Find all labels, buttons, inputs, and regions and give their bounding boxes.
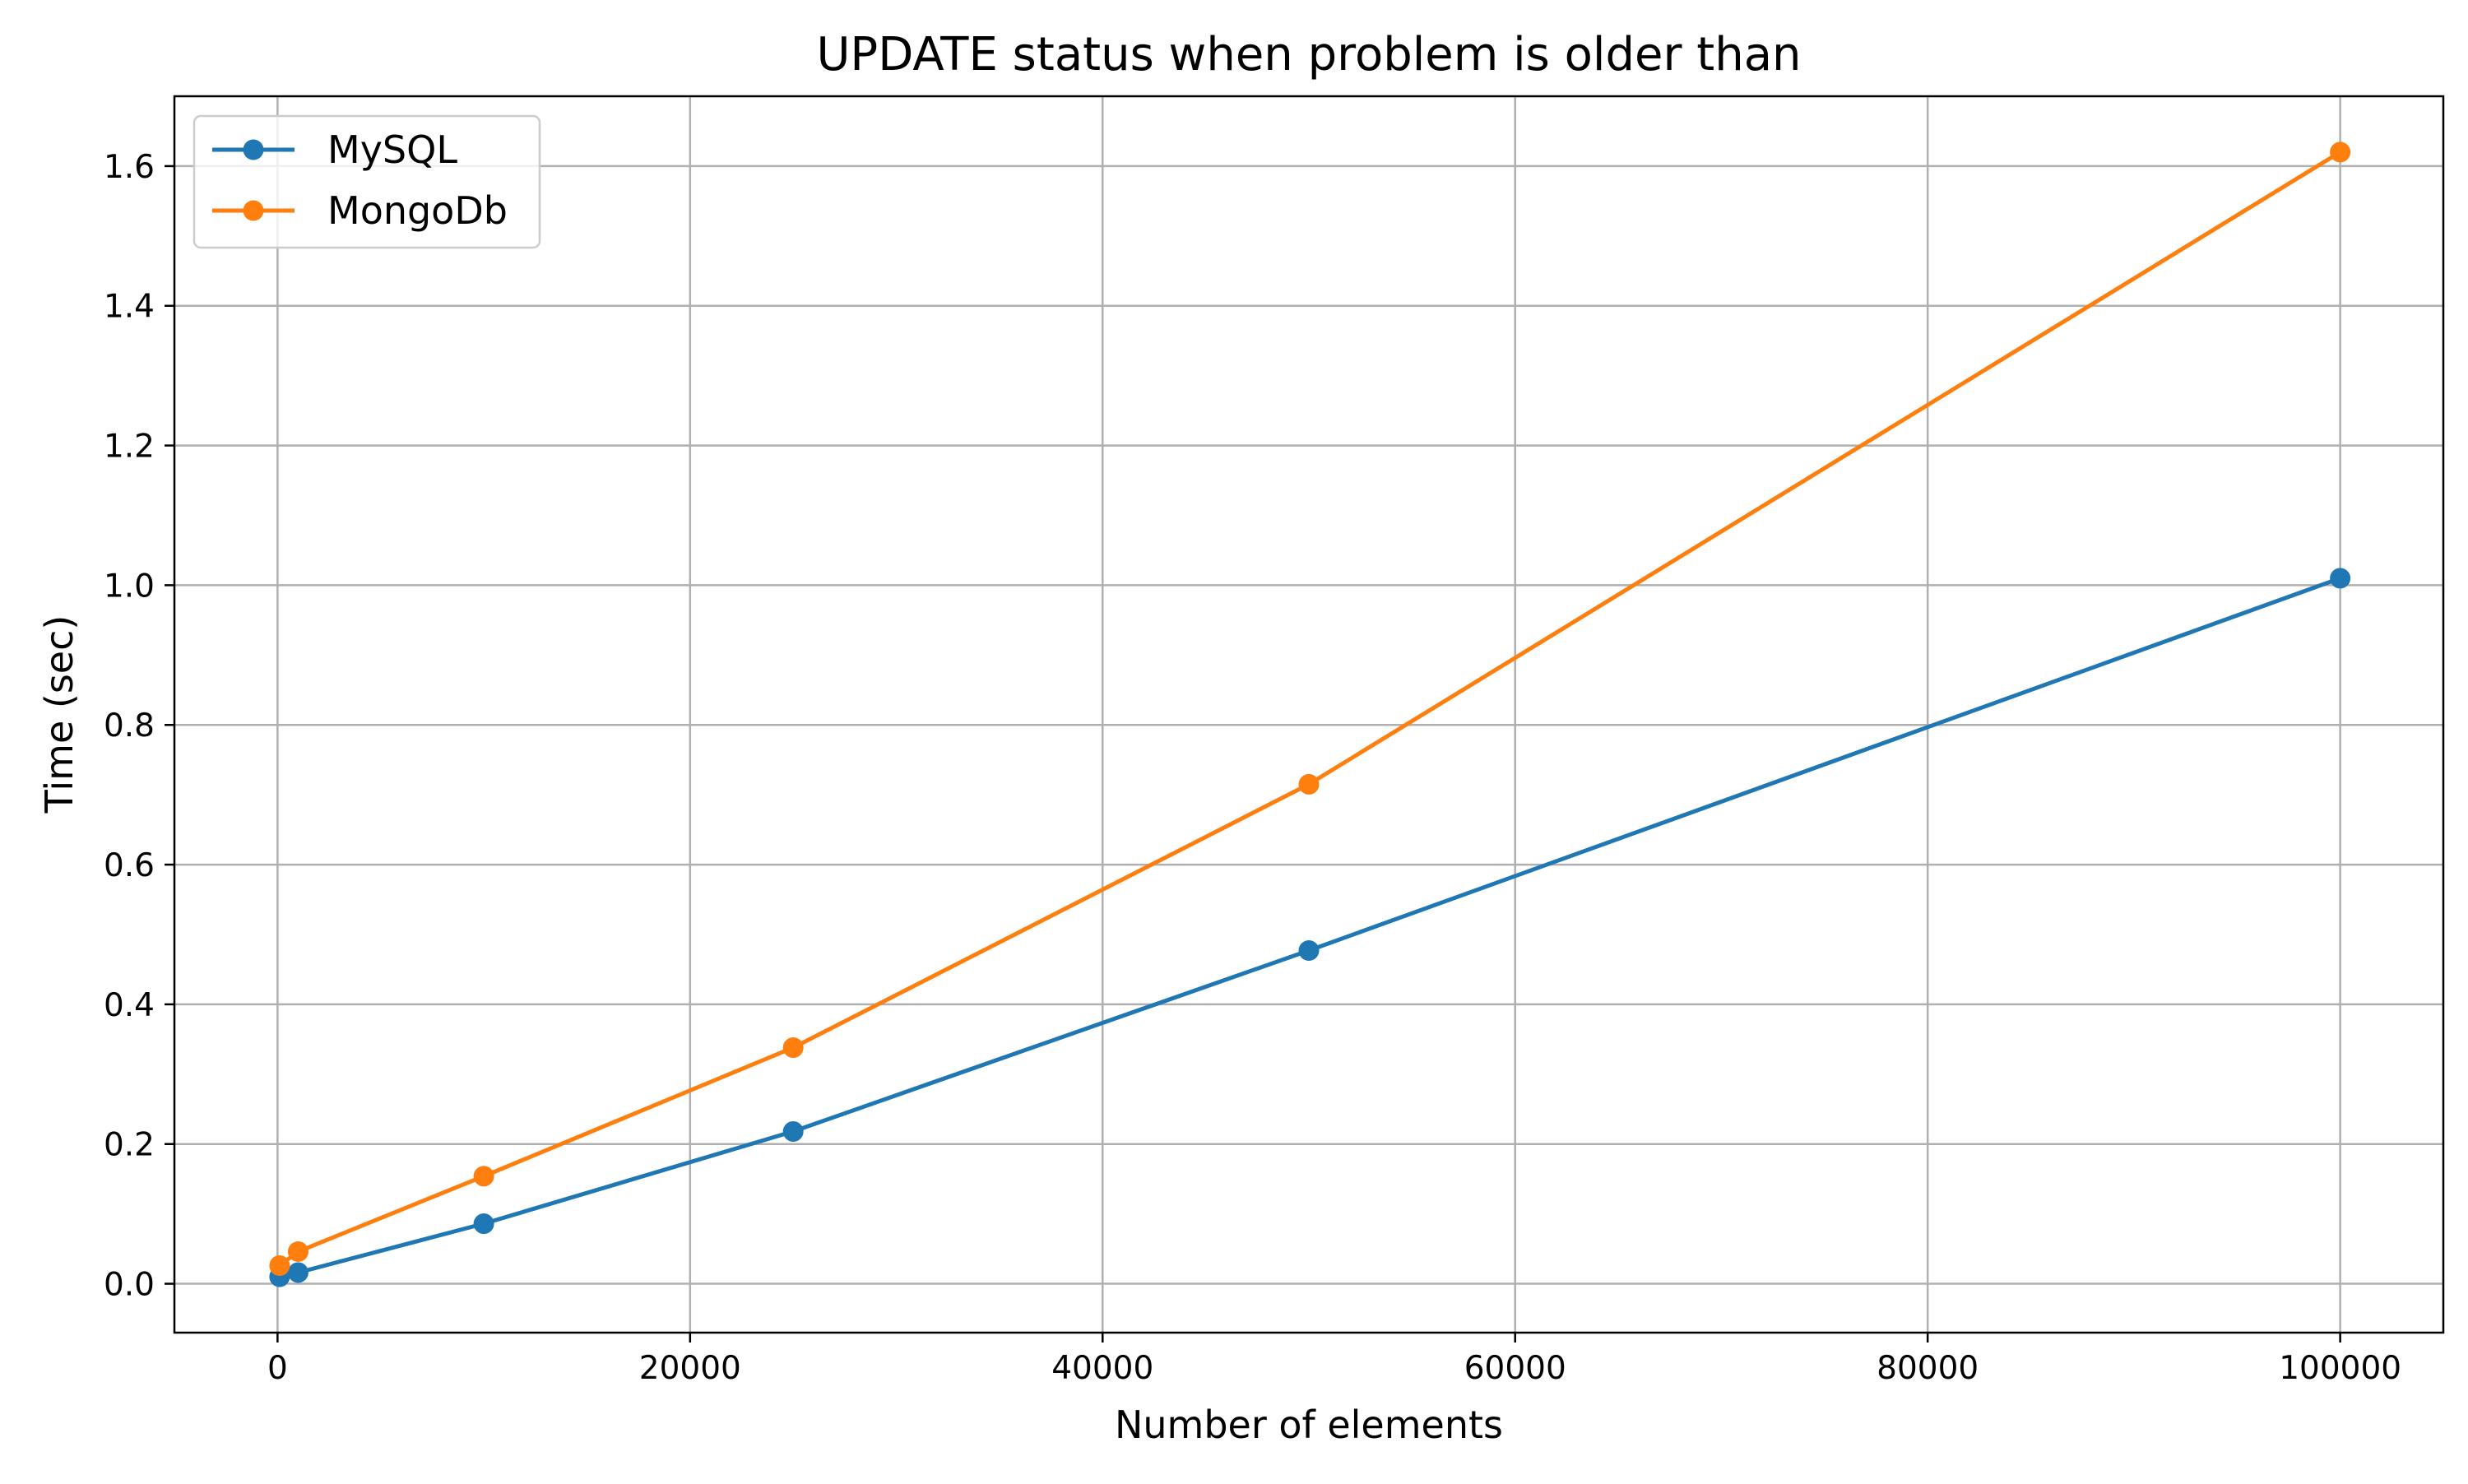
data-point-mysql bbox=[473, 1213, 494, 1235]
x-tick-label: 0 bbox=[267, 1350, 288, 1387]
data-point-mongodb bbox=[1298, 773, 1320, 795]
x-tick-label: 100000 bbox=[2279, 1350, 2401, 1387]
data-point-mysql bbox=[782, 1120, 804, 1142]
y-tick-label: 1.0 bbox=[104, 568, 155, 605]
data-point-mongodb bbox=[287, 1241, 308, 1262]
legend: MySQL MongoDb bbox=[193, 114, 541, 249]
data-point-mongodb bbox=[2330, 141, 2351, 163]
data-point-mongodb bbox=[269, 1254, 290, 1276]
legend-marker-mongodb bbox=[243, 200, 264, 221]
x-tick-label: 60000 bbox=[1464, 1350, 1566, 1387]
legend-label-mysql: MySQL bbox=[327, 128, 457, 172]
y-tick-label: 1.6 bbox=[104, 149, 155, 186]
data-point-mongodb bbox=[473, 1166, 494, 1187]
x-tick-label: 40000 bbox=[1051, 1350, 1153, 1387]
x-tick-label: 80000 bbox=[1877, 1350, 1979, 1387]
y-tick-label: 0.2 bbox=[104, 1127, 155, 1164]
legend-marker-mysql bbox=[243, 139, 264, 160]
chart-title: UPDATE status when problem is older than bbox=[816, 28, 1801, 81]
y-tick-label: 0.4 bbox=[104, 987, 155, 1024]
x-axis-label: Number of elements bbox=[1115, 1403, 1503, 1447]
legend-item-mongodb: MongoDb bbox=[212, 188, 508, 233]
y-tick-label: 1.2 bbox=[104, 429, 155, 466]
y-axis-label: Time (sec) bbox=[37, 615, 81, 814]
y-tick-label: 1.4 bbox=[104, 289, 155, 326]
legend-item-mysql: MySQL bbox=[212, 128, 457, 172]
x-tick-label: 20000 bbox=[639, 1350, 741, 1387]
y-tick-label: 0.8 bbox=[104, 707, 155, 744]
grid bbox=[174, 96, 2443, 1333]
y-tick-label: 0.6 bbox=[104, 847, 155, 884]
series-layer bbox=[269, 141, 2351, 1287]
legend-label-mongodb: MongoDb bbox=[327, 188, 508, 233]
plot-frame bbox=[173, 95, 2445, 1334]
data-point-mysql bbox=[287, 1262, 308, 1283]
data-point-mongodb bbox=[782, 1037, 804, 1059]
data-point-mysql bbox=[1298, 940, 1320, 962]
data-point-mysql bbox=[2330, 568, 2351, 589]
y-tick-label: 0.0 bbox=[104, 1267, 155, 1304]
axis-ticks: 0 20000 40000 60000 80000 100000 0.0 0.2 0.4 0.6 0… bbox=[104, 149, 2401, 1387]
